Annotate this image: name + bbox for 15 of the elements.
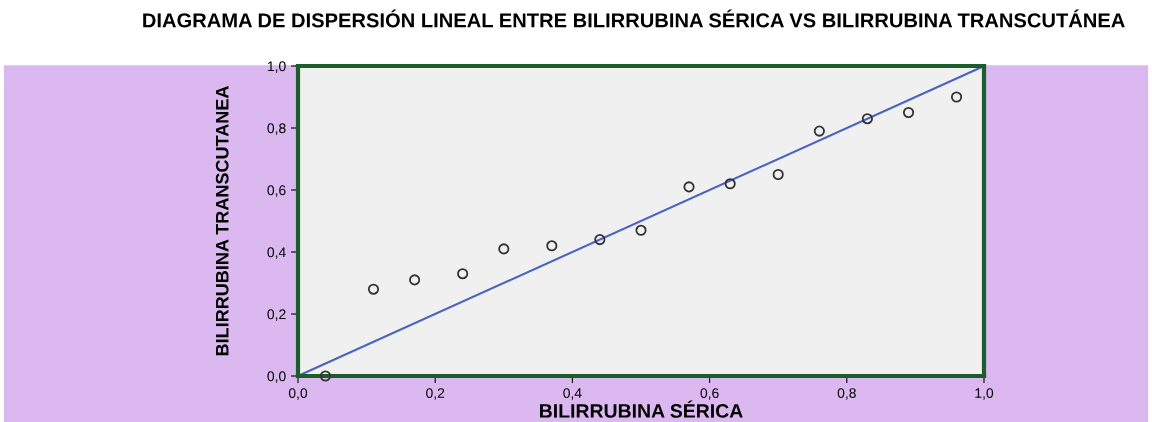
x-tick-label: 0,2 xyxy=(426,388,445,400)
y-tick-label: 0,8 xyxy=(267,123,286,135)
x-tick-label: 0,0 xyxy=(288,388,308,400)
chart-title: DIAGRAMA DE DISPERSIÓN LINEAL ENTRE BILIRRUBINA SÉRICA VS BILIRRUBINA TRANSCUTÁNEA xyxy=(143,9,1125,28)
x-axis-title: BILIRRUBINA SÉRICA xyxy=(540,400,743,418)
y-tick-label: 0,6 xyxy=(267,185,286,197)
y-tick-label: 0,4 xyxy=(267,247,286,259)
y-tick-label: 0,2 xyxy=(267,309,286,321)
x-tick-label: 0,4 xyxy=(563,388,582,400)
y-axis-title: BILIRRUBINA TRANSCUTANEA xyxy=(215,86,229,356)
x-tick-label: 0,8 xyxy=(837,388,856,400)
x-tick-label: 1,0 xyxy=(975,388,994,400)
y-tick-label: 0,0 xyxy=(267,371,286,383)
y-tick-label: 1,0 xyxy=(267,61,286,73)
x-tick-label: 0,6 xyxy=(700,388,719,400)
